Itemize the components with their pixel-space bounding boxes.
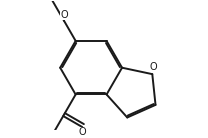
Text: O: O: [60, 10, 68, 20]
Text: O: O: [149, 62, 157, 72]
Text: O: O: [79, 127, 86, 137]
